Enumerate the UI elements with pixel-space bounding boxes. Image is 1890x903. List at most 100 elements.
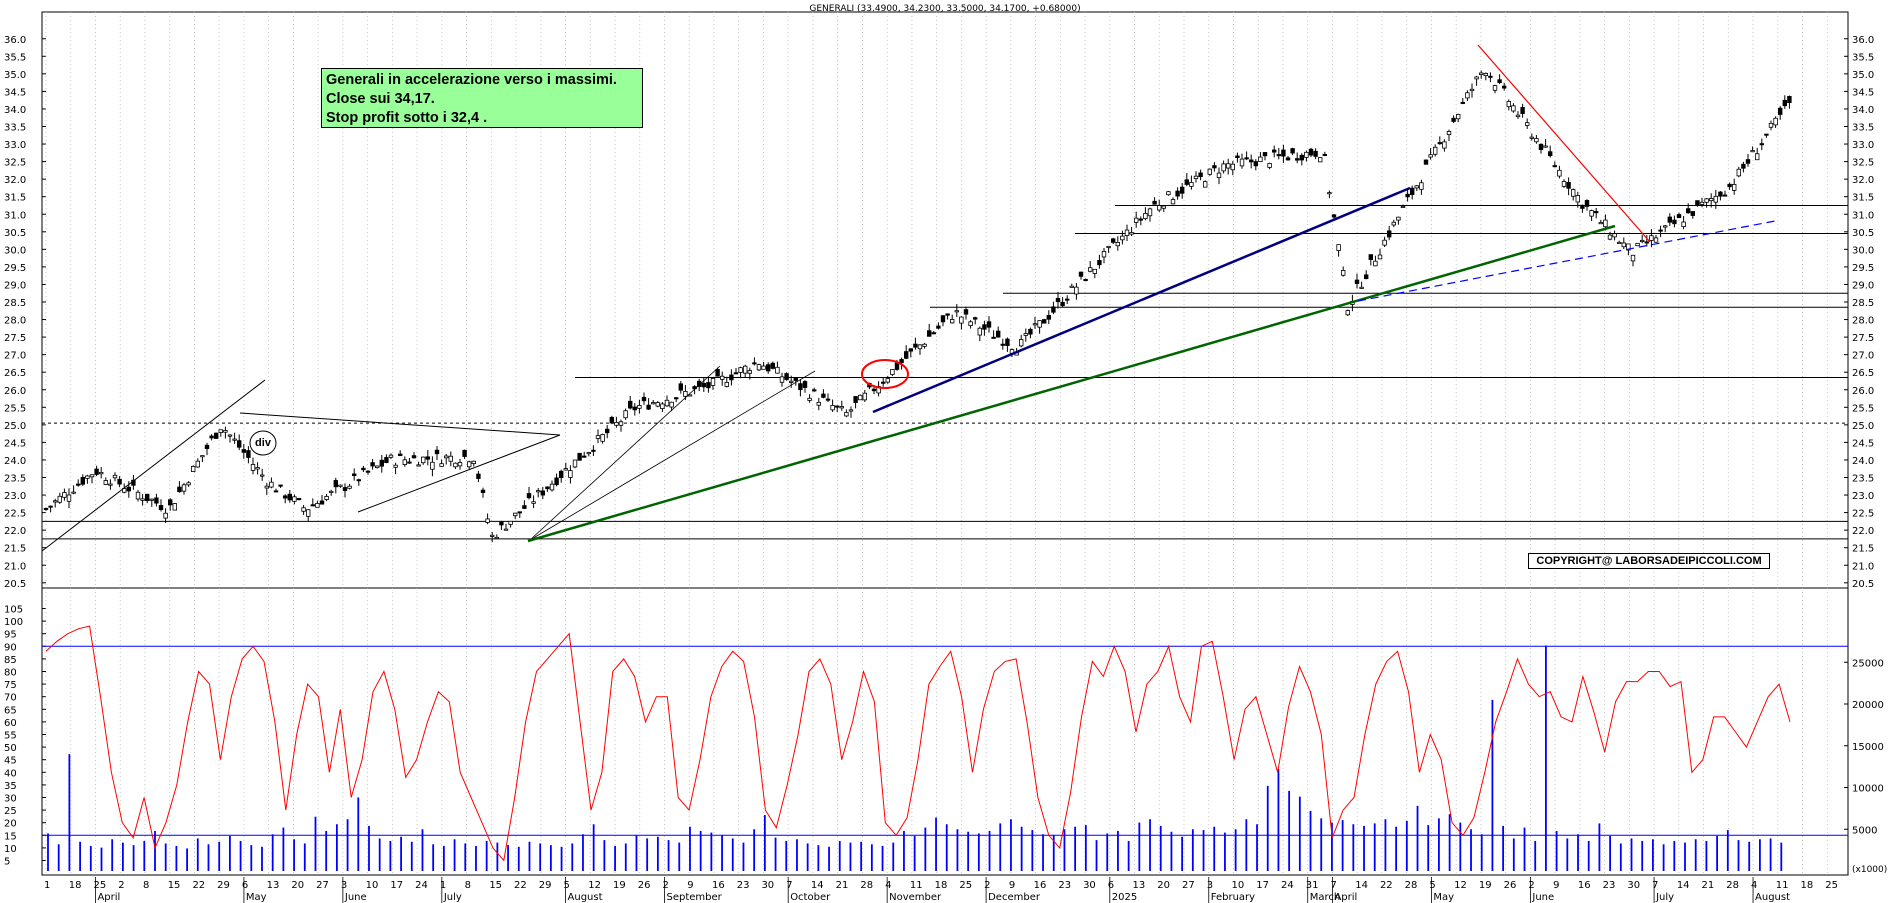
candle-body <box>1327 192 1332 195</box>
price-tick-right: 34.0 <box>1852 105 1874 116</box>
candle-body <box>485 518 490 523</box>
candle-body <box>881 381 886 384</box>
candle-body <box>1492 85 1498 91</box>
candle-body <box>223 430 228 433</box>
price-tick-left: 33.5 <box>4 123 26 134</box>
price-tick-right: 21.5 <box>1852 544 1874 555</box>
candle-body <box>1147 208 1153 217</box>
candle-body <box>218 429 223 433</box>
day-tick-label: 16 <box>1034 880 1047 891</box>
price-tick-left: 30.5 <box>4 228 26 239</box>
price-tick-left: 31.5 <box>4 193 26 204</box>
candle-body <box>1497 79 1502 83</box>
candle-body <box>1649 235 1654 241</box>
candle-body <box>1129 232 1134 235</box>
candle-body <box>563 468 568 471</box>
price-tick-right: 24.5 <box>1852 438 1874 449</box>
candle-body <box>582 455 587 458</box>
candle-body <box>812 389 817 392</box>
price-tick-right: 21.0 <box>1852 561 1874 572</box>
candle-body <box>57 495 62 503</box>
candle-body <box>503 528 509 531</box>
price-tick-left: 28.0 <box>4 316 26 327</box>
price-tick-left: 32.5 <box>4 158 26 169</box>
candle-body <box>430 461 435 470</box>
candle-body <box>181 484 187 492</box>
day-tick-label: 27 <box>316 880 329 891</box>
candle-body <box>1778 107 1783 115</box>
day-tick-label: 14 <box>1677 880 1690 891</box>
candle-body <box>1713 195 1718 203</box>
candle-body <box>1686 208 1691 214</box>
candle-body <box>756 364 762 371</box>
day-tick-label: 15 <box>168 880 181 891</box>
candle-body <box>1663 225 1668 228</box>
candle-body <box>1575 195 1580 203</box>
day-tick-label: 12 <box>588 880 601 891</box>
month-label: March <box>1310 892 1340 903</box>
price-tick-left: 32.0 <box>4 175 26 186</box>
day-tick-label: 17 <box>1256 880 1269 891</box>
month-label: November <box>889 892 942 903</box>
candle-body <box>789 380 794 383</box>
candle-body <box>190 466 196 472</box>
candle-body <box>1672 219 1677 225</box>
candle-body <box>315 503 320 508</box>
candle-body <box>227 434 233 437</box>
candle-body <box>122 488 127 493</box>
oscillator-tick: 20 <box>4 819 17 830</box>
price-tick-left: 20.5 <box>4 579 26 590</box>
candle-body <box>1170 199 1176 205</box>
candle-body <box>1088 267 1093 272</box>
candle-body <box>397 453 403 457</box>
candle-body <box>1456 114 1461 120</box>
candle-body <box>1235 155 1240 158</box>
candle-body <box>1106 245 1111 248</box>
candle-body <box>94 468 99 475</box>
candle-body <box>549 483 555 491</box>
volume-tick: 20000 <box>1852 700 1884 711</box>
candle-body <box>554 477 559 486</box>
candle-body <box>140 498 145 501</box>
candle-body <box>1207 168 1212 175</box>
indicator-panel-frame <box>41 587 1849 876</box>
candle-body <box>1198 172 1203 178</box>
candle-body <box>296 498 302 501</box>
price-tick-right: 29.5 <box>1852 263 1874 274</box>
candle-body <box>954 310 959 313</box>
candle-body <box>871 388 877 392</box>
candle-body <box>890 369 895 375</box>
candle-body <box>1676 214 1682 219</box>
oscillator-tick: 25 <box>4 806 17 817</box>
candle-body <box>1138 218 1143 221</box>
day-tick-label: 24 <box>1281 880 1294 891</box>
candle-body <box>43 507 49 510</box>
trendline-black <box>357 434 561 513</box>
month-label: February <box>1211 892 1255 903</box>
candle-body <box>388 454 394 458</box>
candle-body <box>287 493 292 501</box>
candle-body <box>720 375 725 380</box>
candle-body <box>48 505 53 508</box>
candle-body <box>747 370 752 374</box>
candle-body <box>89 474 95 478</box>
day-tick-label: 1 <box>440 880 446 891</box>
candle-body <box>1474 76 1479 80</box>
candle-body <box>1699 201 1705 205</box>
day-tick-label: 28 <box>860 880 873 891</box>
oscillator-tick: 5 <box>4 857 10 868</box>
price-tick-right: 24.0 <box>1852 456 1874 467</box>
candle-body <box>540 490 545 496</box>
candle-body <box>1695 200 1700 205</box>
price-tick-right: 31.5 <box>1852 193 1874 204</box>
candle-body <box>393 464 398 468</box>
candle-body <box>526 493 532 499</box>
candle-body <box>646 404 651 410</box>
candle-body <box>531 501 536 504</box>
candle-body <box>1290 148 1295 154</box>
day-tick-label: 10 <box>1232 880 1245 891</box>
candle-body <box>1584 200 1590 207</box>
candle-body <box>448 455 453 462</box>
candle-body <box>793 377 798 381</box>
annotation-box: Generali in accelerazione verso i massim… <box>321 68 643 128</box>
